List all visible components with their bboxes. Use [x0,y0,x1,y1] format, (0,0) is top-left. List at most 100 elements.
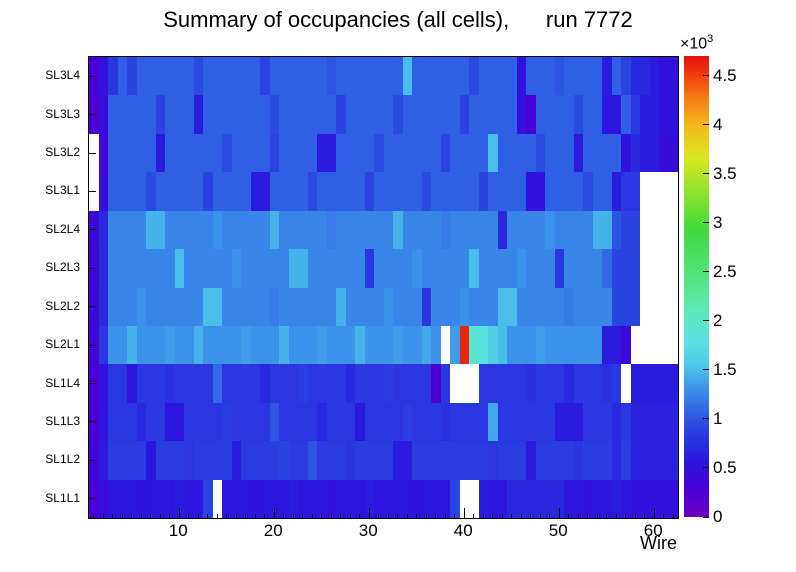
heatmap-cell [488,287,498,326]
heatmap-cell [364,441,374,480]
heatmap-cell [260,364,270,403]
heatmap-cell [184,325,194,365]
heatmap-cell [174,402,184,442]
heatmap-cell [412,479,422,518]
heatmap-cell [440,325,450,365]
heatmap-cell [250,95,260,134]
x-minor-tick [112,514,114,518]
heatmap-cell [421,210,431,250]
heatmap-cell [640,172,650,211]
x-minor-tick [549,514,551,518]
heatmap-cell [231,95,241,134]
heatmap-cell [583,210,593,250]
heatmap-cell [383,364,393,403]
x-minor-tick [501,514,503,518]
x-major-tick [178,508,180,518]
heatmap-cell [507,402,517,442]
heatmap-cell [184,441,194,480]
heatmap-cell [469,287,479,326]
heatmap-cell [298,402,308,442]
heatmap-cell [355,249,365,288]
heatmap-cell [117,172,127,211]
heatmap-cell [260,210,270,250]
heatmap-cell [469,249,479,288]
heatmap-cell [345,172,355,211]
heatmap-cell [117,57,127,96]
colorbar-tick-label: 4.5 [713,65,737,85]
heatmap-cell [554,249,564,288]
heatmap-cell [184,95,194,134]
heatmap-cell [516,287,526,326]
heatmap-cell [535,479,545,518]
heatmap-cell [497,133,507,173]
heatmap-cell [535,210,545,250]
heatmap-cell [592,172,602,211]
colorbar-tick [703,173,709,175]
heatmap-cell [279,287,289,326]
heatmap-cell [279,441,289,480]
heatmap-cell [212,287,222,326]
heatmap-cell [421,95,431,134]
heatmap-cell [526,364,536,403]
heatmap-cell [469,172,479,211]
heatmap-cell [98,57,108,96]
heatmap-cell [146,133,156,173]
heatmap-cell [193,95,203,134]
heatmap-cell [193,172,203,211]
colorbar-tick [703,124,709,126]
scale-exponent: 3 [707,33,714,45]
x-minor-tick [406,514,408,518]
heatmap-cell [668,364,678,403]
heatmap-cell [659,95,669,134]
heatmap-cell [393,402,403,442]
heatmap-cell [535,133,545,173]
heatmap-cell [231,249,241,288]
y-tick [89,498,96,500]
heatmap-cell [649,172,659,211]
heatmap-cell [440,402,450,442]
heatmap-cell [526,402,536,442]
heatmap-cell [165,249,175,288]
heatmap-cell [317,325,327,365]
heatmap-cell [383,57,393,96]
colorbar-tick-label: 0.5 [713,457,737,477]
heatmap-cell [497,249,507,288]
heatmap-cell [241,479,251,518]
heatmap-cell [288,402,298,442]
heatmap-cell [326,249,336,288]
heatmap-cell [602,441,612,480]
heatmap-cell [668,325,678,365]
heatmap-cell [450,210,460,250]
heatmap-cell [516,325,526,365]
x-minor-tick [606,514,608,518]
heatmap-cell [459,210,469,250]
heatmap-cell [668,95,678,134]
x-minor-tick [454,514,456,518]
heatmap-cell [649,364,659,403]
heatmap-cell [573,402,583,442]
heatmap-cell [592,133,602,173]
heatmap-cell [431,210,441,250]
heatmap-cell [336,57,346,96]
heatmap-cell [127,95,137,134]
heatmap-cell [336,172,346,211]
heatmap-cell [364,57,374,96]
heatmap-cell [136,172,146,211]
heatmap-cell [554,325,564,365]
x-minor-tick [511,514,513,518]
heatmap-cell [640,249,650,288]
heatmap-cell [317,249,327,288]
heatmap-cell [345,133,355,173]
heatmap-cell [98,364,108,403]
heatmap-cell [241,325,251,365]
heatmap-cell [621,57,631,96]
heatmap-cell [307,325,317,365]
y-row-label: SL2L3 [45,260,80,275]
heatmap-cell [469,95,479,134]
heatmap-cell [165,172,175,211]
heatmap-cell [526,57,536,96]
heatmap-cell [307,95,317,134]
heatmap-cell [488,57,498,96]
heatmap-cell [421,479,431,518]
heatmap-cell [317,95,327,134]
